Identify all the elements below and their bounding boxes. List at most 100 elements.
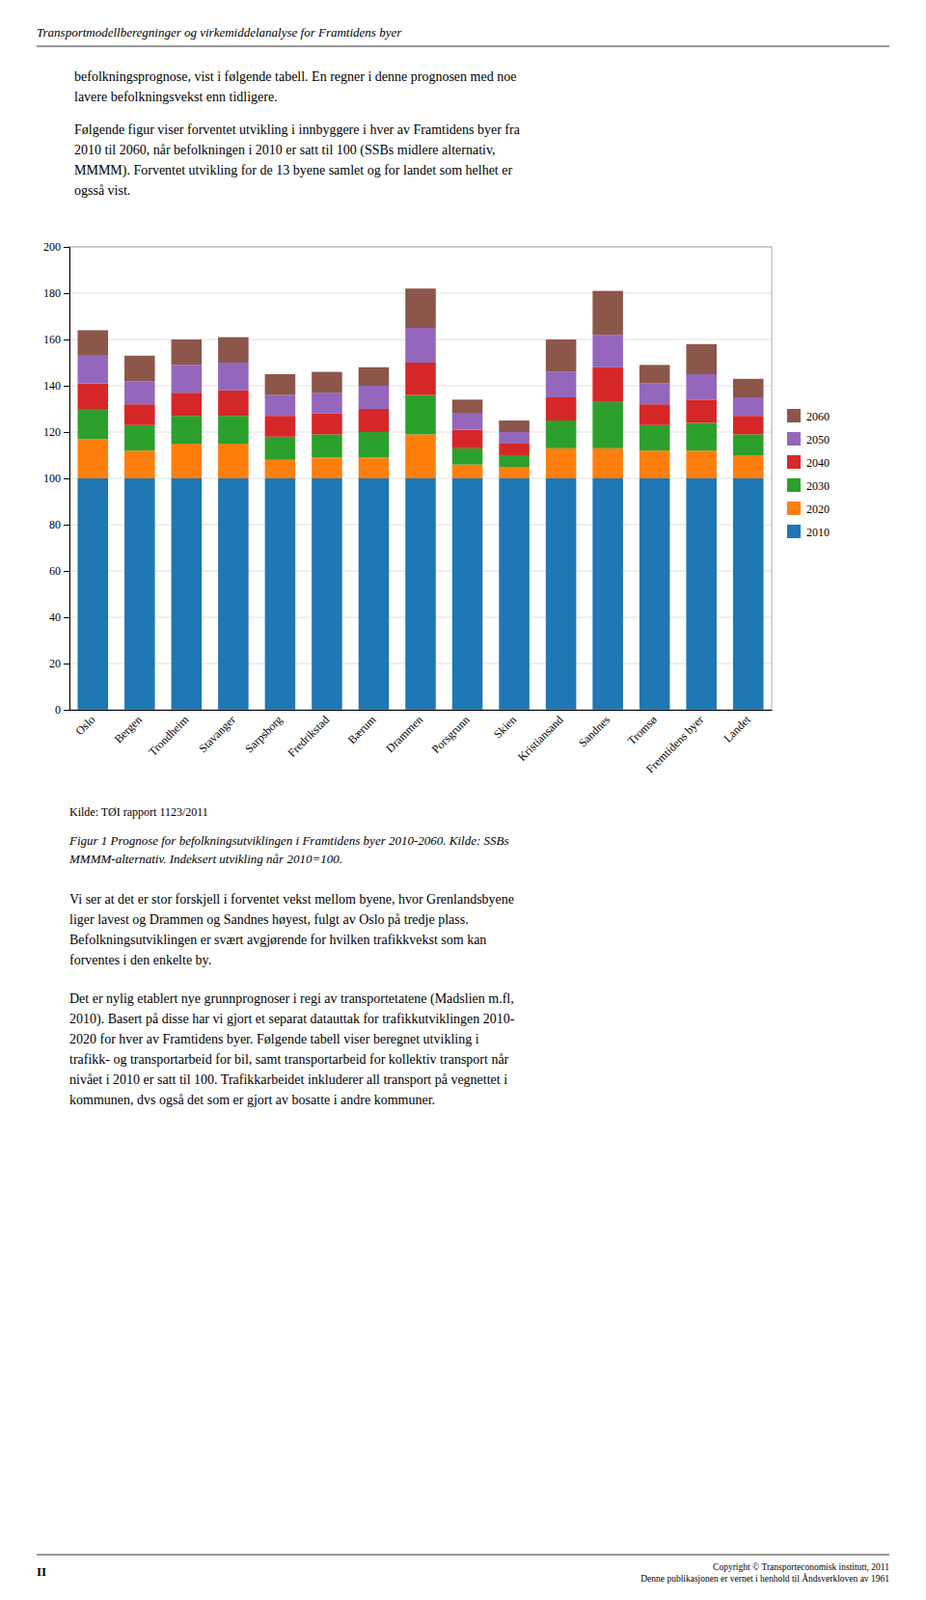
bar <box>265 374 297 396</box>
caption: Figur 1 Prognose for befolkningsutviklin… <box>68 833 510 848</box>
legend-item: 2030 <box>787 478 830 493</box>
bar <box>77 329 109 355</box>
legend-swatch <box>787 478 801 492</box>
bar <box>452 464 484 479</box>
tick: 120 <box>43 425 70 439</box>
tick-label: Fremtidens byer <box>643 712 707 776</box>
bar <box>217 390 249 416</box>
bar <box>311 478 343 710</box>
tick: Bergen <box>111 712 145 746</box>
body-text: liger lavest og Drammen og Sandnes høyes… <box>69 912 469 927</box>
bar <box>545 448 577 479</box>
tick-label: Oslo <box>72 712 98 738</box>
bar <box>77 383 109 409</box>
tick: 100 <box>43 471 70 486</box>
bar <box>639 450 671 479</box>
bar <box>124 478 156 710</box>
bar <box>77 438 109 479</box>
bar <box>685 374 717 400</box>
paragraph: befolkningsprognose, vist i følgende tab… <box>74 69 517 84</box>
tick-label: Porsgrunn <box>429 712 473 757</box>
bar <box>685 422 717 451</box>
bar <box>639 364 671 383</box>
bar <box>265 395 297 417</box>
bar <box>124 425 156 451</box>
grid <box>69 246 772 710</box>
axis-line <box>63 247 71 711</box>
bar <box>639 383 671 406</box>
bar <box>733 478 764 710</box>
x-axis: OsloBergenTrondheimStavangerSarpsborgFre… <box>70 710 773 777</box>
bar <box>358 367 390 386</box>
tick-label: Skien <box>490 712 519 741</box>
tick-label: 0 <box>54 703 61 717</box>
bar <box>685 450 717 479</box>
axis-line <box>70 709 773 711</box>
tick: 160 <box>43 332 70 347</box>
legend-label: 2050 <box>806 433 830 447</box>
bar <box>311 434 343 458</box>
page: Transportmodellberegninger og virkemidde… <box>0 0 926 1600</box>
tick-mark <box>63 478 70 480</box>
bar <box>171 364 203 393</box>
footer-right: Denne publikasjonen er vernet i henhold … <box>640 1573 890 1584</box>
tick-mark <box>63 709 70 711</box>
tick: Kristiansand <box>515 712 567 764</box>
footer-right: Copyright © Transporteconomisk institutt… <box>712 1562 890 1573</box>
body-text: nivået i 2010 er satt til 100. Trafikkar… <box>69 1072 508 1088</box>
bar <box>358 478 390 710</box>
legend-label: 2030 <box>806 479 830 493</box>
bar <box>217 415 249 444</box>
bar <box>733 397 764 416</box>
legend-swatch <box>787 408 801 423</box>
body-text: Det er nylig etablert nye grunnprognoser… <box>69 991 515 1008</box>
paragraph: ogsså vist. <box>74 183 131 198</box>
paragraph: MMMM). Forventet utvikling for de 13 bye… <box>74 163 513 179</box>
legend-item: 2020 <box>787 501 830 517</box>
bar <box>171 339 203 365</box>
legend-swatch <box>787 455 801 469</box>
chart: 020406080100120140160180200OsloBergenTro… <box>43 240 830 776</box>
tick: Landet <box>720 712 754 746</box>
tick: 0 <box>54 703 70 717</box>
bar <box>592 448 624 479</box>
tick-mark <box>63 524 70 526</box>
bar <box>592 291 624 336</box>
bar-series <box>77 288 763 433</box>
tick: Drammen <box>382 712 426 756</box>
tick-label: Fredrikstad <box>284 712 332 761</box>
bar <box>452 448 484 465</box>
tick-label: 200 <box>43 240 61 254</box>
tick: Fredrikstad <box>284 712 332 761</box>
tick: 140 <box>43 379 70 393</box>
bar <box>217 478 249 710</box>
bar <box>498 420 530 433</box>
bar <box>217 443 249 479</box>
body-text: 2010). Basert på disse har vi gjort et s… <box>69 1011 516 1028</box>
tick-label: Bærum <box>345 712 380 747</box>
bar <box>545 339 577 373</box>
rule <box>36 1554 890 1556</box>
tick-label: Landet <box>720 712 754 746</box>
tick: Trondheim <box>145 712 192 760</box>
bar <box>405 478 436 710</box>
tick: 80 <box>49 517 70 532</box>
tick-label: 60 <box>49 564 61 578</box>
body-text: trafikk- og transportarbeid for bil, sam… <box>69 1052 510 1067</box>
tick-mark <box>63 385 70 387</box>
legend-item: 2050 <box>787 432 830 447</box>
bar <box>405 288 436 328</box>
tick-label: 140 <box>43 379 61 393</box>
bar <box>77 408 109 439</box>
tick: Sandnes <box>575 712 613 750</box>
body-text: 2020 for hver av Framtidens byer. Følgen… <box>69 1032 480 1047</box>
bar <box>452 478 484 710</box>
tick-label: Sandnes <box>575 712 613 750</box>
bar <box>592 367 624 403</box>
bar <box>452 430 484 449</box>
paragraph: Følgende figur viser forventet utvikling… <box>74 122 521 137</box>
bar <box>733 415 764 435</box>
bar <box>733 379 764 398</box>
bar <box>405 362 436 396</box>
tick-label: 40 <box>49 610 61 625</box>
